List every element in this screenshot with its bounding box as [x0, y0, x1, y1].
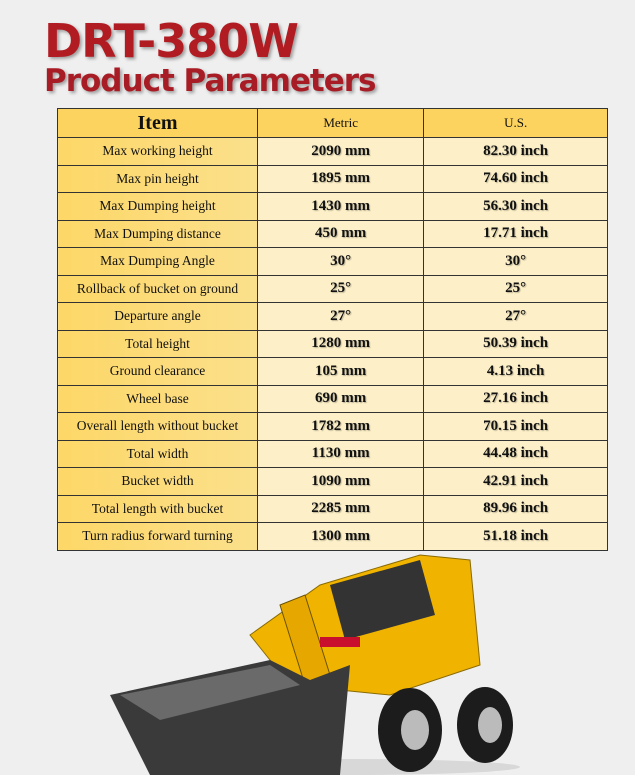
cell-item: Ground clearance [57, 357, 258, 386]
table-row: Rollback of bucket on ground 25° 25° [57, 274, 608, 303]
cell-us: 56.30 inch [423, 192, 608, 221]
cell-us: 51.18 inch [423, 522, 608, 551]
cell-metric: 1130 mm [256, 439, 425, 468]
cell-item: Total height [57, 329, 258, 358]
cell-us: 70.15 inch [423, 412, 608, 441]
cell-us: 44.48 inch [423, 439, 608, 468]
cell-metric: 2285 mm [256, 494, 425, 523]
product-model-title: DRT-380W [44, 14, 299, 68]
cell-metric: 1430 mm [256, 192, 425, 221]
table-row: Turn radius forward turning 1300 mm 51.18 … [57, 522, 608, 551]
cell-item: Max Dumping Angle [57, 247, 258, 276]
table-row: Departure angle 27° 27° [57, 302, 608, 331]
cell-us: 27.16 inch [423, 384, 608, 413]
cell-metric: 1090 mm [256, 467, 425, 496]
table-row: Total height 1280 mm 50.39 inch [57, 329, 608, 358]
cell-us: 42.91 inch [423, 467, 608, 496]
table-row: Max working height 2090 mm 82.30 inch [57, 137, 608, 166]
parameters-table: Item Metric U.S. Max working height 2090 … [57, 108, 608, 551]
table-row: Max Dumping height 1430 mm 56.30 inch [57, 192, 608, 221]
cell-metric: 450 mm [256, 219, 425, 248]
cell-us: 82.30 inch [423, 137, 608, 166]
cell-item: Wheel base [57, 384, 258, 413]
cell-item: Max working height [57, 137, 258, 166]
cell-metric: 25° [256, 274, 425, 303]
table-row: Wheel base 690 mm 27.16 inch [57, 384, 608, 413]
table-header-row: Item Metric U.S. [57, 108, 608, 138]
cell-item: Total width [57, 439, 258, 468]
cell-us: 74.60 inch [423, 164, 608, 193]
table-row: Overall length without bucket 1782 mm 70.1… [57, 412, 608, 441]
cell-metric: 1280 mm [256, 329, 425, 358]
cell-item: Bucket width [57, 467, 258, 496]
cell-item: Rollback of bucket on ground [57, 274, 258, 303]
table-row: Max Dumping distance 450 mm 17.71 inch [57, 219, 608, 248]
cell-metric: 1300 mm [256, 522, 425, 551]
table-row: Max pin height 1895 mm 74.60 inch [57, 164, 608, 193]
cell-us: 25° [423, 274, 608, 303]
cell-metric: 690 mm [256, 384, 425, 413]
cell-metric: 1895 mm [256, 164, 425, 193]
cell-us: 89.96 inch [423, 494, 608, 523]
cell-metric: 1782 mm [256, 412, 425, 441]
mini-skid-steer-loader-image [110, 554, 520, 775]
product-parameters-subtitle: Product Parameters [44, 63, 376, 99]
table-row: Total length with bucket 2285 mm 89.96 inc… [57, 494, 608, 523]
cell-metric: 27° [256, 302, 425, 331]
cell-item: Total length with bucket [57, 494, 258, 523]
cell-item: Turn radius forward turning [57, 522, 258, 551]
table-row: Ground clearance 105 mm 4.13 inch [57, 357, 608, 386]
cell-item: Max pin height [57, 164, 258, 193]
table-row: Max Dumping Angle 30° 30° [57, 247, 608, 276]
header-metric: Metric [256, 108, 425, 138]
cell-metric: 105 mm [256, 357, 425, 386]
cell-item: Overall length without bucket [57, 412, 258, 441]
cell-item: Departure angle [57, 302, 258, 331]
cell-us: 17.71 inch [423, 219, 608, 248]
cell-item: Max Dumping height [57, 192, 258, 221]
table-row: Bucket width 1090 mm 42.91 inch [57, 467, 608, 496]
cell-us: 27° [423, 302, 608, 331]
header-item: Item [57, 108, 258, 138]
cell-item: Max Dumping distance [57, 219, 258, 248]
cell-us: 4.13 inch [423, 357, 608, 386]
cell-metric: 30° [256, 247, 425, 276]
cell-metric: 2090 mm [256, 137, 425, 166]
cell-us: 50.39 inch [423, 329, 608, 358]
cell-us: 30° [423, 247, 608, 276]
header-us: U.S. [423, 108, 608, 138]
table-row: Total width 1130 mm 44.48 inch [57, 439, 608, 468]
